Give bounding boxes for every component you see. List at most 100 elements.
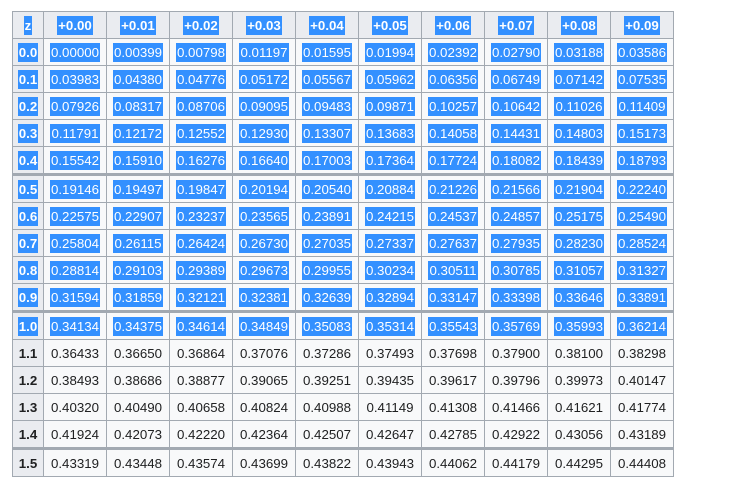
cell-value: 0.29389 xyxy=(175,260,227,280)
cell-value: 0.27035 xyxy=(301,233,353,253)
column-header: +0.08 xyxy=(547,11,611,39)
cell-value: 0.32381 xyxy=(238,287,290,307)
cell-value: 0.28814 xyxy=(49,260,101,280)
table-cell: 0.34849 xyxy=(232,311,296,340)
cell-value: 0.27637 xyxy=(427,233,479,253)
cell-value: 0.39435 xyxy=(365,372,415,388)
cell-value: 0.15910 xyxy=(112,150,164,170)
table-cell: 0.24857 xyxy=(484,202,548,230)
table-cell: 0.41924 xyxy=(43,420,107,450)
table-cell: 0.44179 xyxy=(484,448,548,477)
column-header: +0.07 xyxy=(484,11,548,39)
table-cell: 0.15542 xyxy=(43,146,107,176)
cell-value: 0.03586 xyxy=(616,42,668,62)
cell-value: 0.40147 xyxy=(617,372,667,388)
cell-value: 0.09483 xyxy=(301,96,353,116)
cell-value: 0.43822 xyxy=(302,455,352,471)
table-cell: 0.32639 xyxy=(295,283,359,313)
cell-value: 0.40658 xyxy=(176,399,226,415)
cell-value: 0.23565 xyxy=(238,206,290,226)
cell-value: 0.26115 xyxy=(113,233,163,253)
cell-value: 0.03983 xyxy=(49,69,101,89)
cell-value: 0.39796 xyxy=(491,372,541,388)
table-cell: 0.19847 xyxy=(169,174,233,203)
row-z-label: 0.9 xyxy=(17,287,39,307)
cell-value: 0.35993 xyxy=(553,316,605,336)
table-cell: 0.40658 xyxy=(169,393,233,421)
cell-value: 0.25804 xyxy=(49,233,101,253)
table-cell: 0.39251 xyxy=(295,366,359,394)
table-row: 0.3 0.11791 0.12172 0.12552 0.12930 0.13307 0.… xyxy=(12,119,674,147)
table-cell: 0.41308 xyxy=(421,393,485,421)
table-cell: 0.29389 xyxy=(169,256,233,284)
table-cell: 0.10642 xyxy=(484,92,548,120)
cell-value: 0.07926 xyxy=(49,96,101,116)
table-cell: 0.31057 xyxy=(547,256,611,284)
cell-value: 0.34614 xyxy=(175,316,227,336)
table-row: 0.8 0.28814 0.29103 0.29389 0.29673 0.29955 0.… xyxy=(12,256,674,284)
table-cell: 0.27935 xyxy=(484,229,548,257)
table-cell: 0.35993 xyxy=(547,311,611,340)
table-cell: 0.18439 xyxy=(547,146,611,176)
table-cell: 0.03586 xyxy=(610,38,674,66)
cell-value: 0.31859 xyxy=(112,287,164,307)
column-header: +0.00 xyxy=(43,11,107,39)
cell-value: 0.17364 xyxy=(364,150,416,170)
table-cell: 0.00798 xyxy=(169,38,233,66)
table-cell: 0.42073 xyxy=(106,420,170,450)
table-cell: 0.37286 xyxy=(295,339,359,367)
table-cell: 0.06356 xyxy=(421,65,485,93)
table-row: 0.1 0.03983 0.04380 0.04776 0.05172 0.05567 0.… xyxy=(12,65,674,93)
header-label: +0.08 xyxy=(561,15,597,35)
row-header: 0.3 xyxy=(12,119,44,147)
column-header: +0.01 xyxy=(106,11,170,39)
table-cell: 0.32121 xyxy=(169,283,233,313)
table-cell: 0.39065 xyxy=(232,366,296,394)
table-cell: 0.24215 xyxy=(358,202,422,230)
cell-value: 0.34134 xyxy=(49,316,101,336)
cell-value: 0.29103 xyxy=(112,260,164,280)
row-header: 0.0 xyxy=(12,38,44,66)
column-header: z xyxy=(12,11,44,39)
table-cell: 0.35543 xyxy=(421,311,485,340)
row-z-label: 1.5 xyxy=(18,455,38,471)
cell-value: 0.10257 xyxy=(427,96,479,116)
table-cell: 0.43189 xyxy=(610,420,674,450)
table-cell: 0.44062 xyxy=(421,448,485,477)
row-header: 1.5 xyxy=(12,448,44,477)
table-cell: 0.40320 xyxy=(43,393,107,421)
table-cell: 0.42785 xyxy=(421,420,485,450)
header-label: +0.04 xyxy=(309,15,345,35)
table-cell: 0.03983 xyxy=(43,65,107,93)
cell-value: 0.21566 xyxy=(490,179,542,199)
cell-value: 0.37286 xyxy=(302,345,352,361)
cell-value: 0.20884 xyxy=(364,179,416,199)
table-cell: 0.12930 xyxy=(232,119,296,147)
cell-value: 0.22575 xyxy=(49,206,101,226)
table-cell: 0.36214 xyxy=(610,311,674,340)
table-cell: 0.11026 xyxy=(547,92,611,120)
cell-value: 0.42647 xyxy=(365,426,415,442)
cell-value: 0.17003 xyxy=(301,150,353,170)
table-cell: 0.02392 xyxy=(421,38,485,66)
cell-value: 0.17724 xyxy=(427,150,479,170)
table-row: 0.0 0.00000 0.00399 0.00798 0.01197 0.01595 0.… xyxy=(12,38,674,66)
cell-value: 0.15173 xyxy=(616,123,668,143)
table-cell: 0.25804 xyxy=(43,229,107,257)
table-cell: 0.01994 xyxy=(358,38,422,66)
table-row: 0.6 0.22575 0.22907 0.23237 0.23565 0.23891 0.… xyxy=(12,202,674,230)
row-z-label: 0.0 xyxy=(17,42,39,62)
table-cell: 0.14431 xyxy=(484,119,548,147)
table-cell: 0.14058 xyxy=(421,119,485,147)
table-cell: 0.19497 xyxy=(106,174,170,203)
cell-value: 0.34375 xyxy=(112,316,164,336)
row-header: 1.0 xyxy=(12,311,44,340)
cell-value: 0.41774 xyxy=(617,399,667,415)
cell-value: 0.41466 xyxy=(491,399,541,415)
table-cell: 0.15910 xyxy=(106,146,170,176)
table-cell: 0.40988 xyxy=(295,393,359,421)
table-cell: 0.42220 xyxy=(169,420,233,450)
table-cell: 0.37900 xyxy=(484,339,548,367)
table-cell: 0.22575 xyxy=(43,202,107,230)
table-cell: 0.41621 xyxy=(547,393,611,421)
